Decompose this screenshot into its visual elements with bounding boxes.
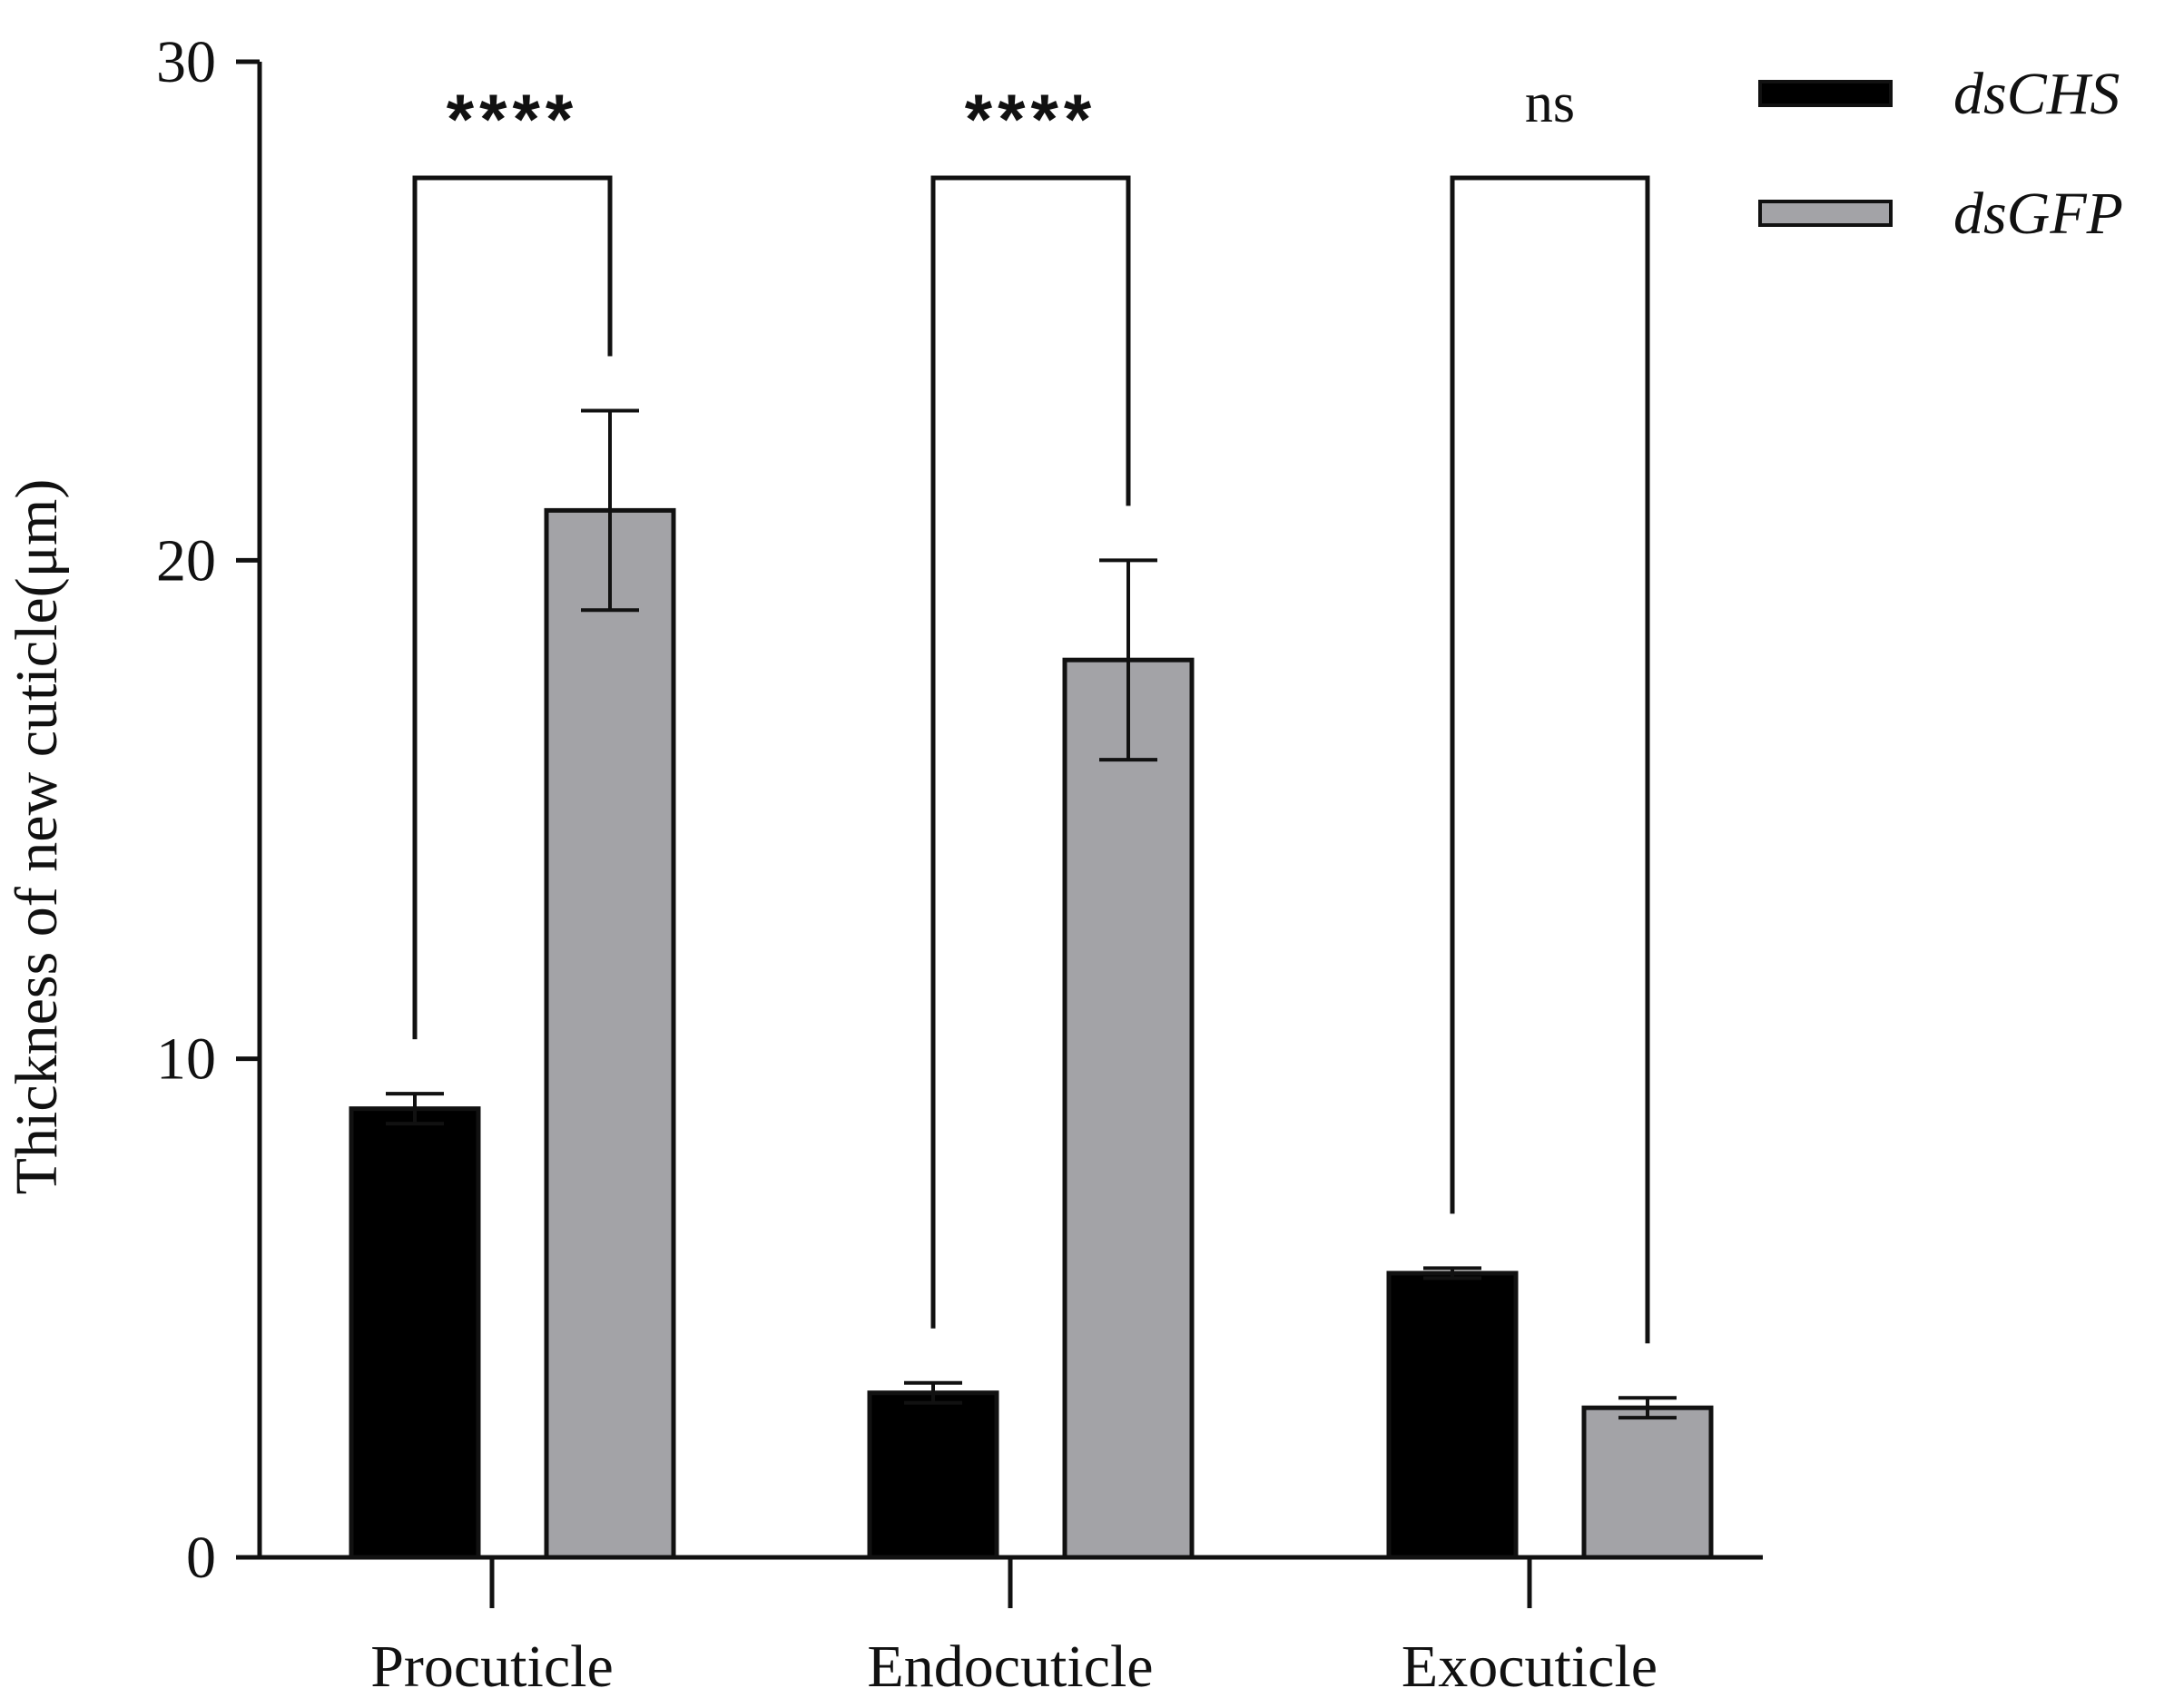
bar-dsGFP-endocuticle (1062, 657, 1195, 1560)
y-tick-label: 30 (156, 29, 216, 95)
bars (349, 507, 1714, 1560)
x-tick-label: Exocuticle (1402, 1634, 1658, 1700)
significance-bracket-exocuticle: ns (1450, 73, 1650, 1344)
legend: dsCHS dsGFP (1758, 61, 2123, 247)
y-ticks: 0 10 20 30 (156, 29, 260, 1591)
y-tick-label: 10 (156, 1026, 216, 1093)
error-bars (386, 408, 1677, 1420)
legend-swatch-dsCHS (1758, 80, 1893, 107)
error-bar-dsCHS-endocuticle (904, 1380, 962, 1405)
legend-label-dsGFP: dsGFP (1953, 181, 2123, 247)
bar-dsCHS-procuticle (349, 1106, 481, 1560)
bar-dsCHS-endocuticle (867, 1390, 999, 1560)
error-bar-dsCHS-procuticle (386, 1092, 444, 1126)
bracket-line (1450, 175, 1650, 1344)
bar-dsGFP-exocuticle (1581, 1405, 1714, 1560)
significance-brackets: **** **** ns (412, 73, 1650, 1344)
y-axis-title: Thickness of new cuticle(μm) (4, 479, 70, 1195)
x-tick-label: Procuticle (370, 1634, 614, 1700)
bracket-line (930, 175, 1131, 1329)
legend-label-dsCHS: dsCHS (1953, 61, 2120, 127)
x-tick-label: Endocuticle (867, 1634, 1153, 1700)
significance-label: ns (1525, 73, 1575, 134)
axes (257, 62, 1763, 1560)
bracket-line (412, 175, 613, 1040)
significance-label: **** (965, 79, 1097, 159)
bar-dsGFP-procuticle (544, 507, 676, 1560)
significance-bracket-endocuticle: **** (930, 79, 1131, 1329)
error-bar-dsGFP-exocuticle (1618, 1396, 1677, 1420)
legend-item-dsCHS: dsCHS (1758, 61, 2120, 127)
error-bar-dsGFP-endocuticle (1099, 558, 1157, 762)
legend-item-dsGFP: dsGFP (1758, 181, 2123, 247)
significance-bracket-procuticle: **** (412, 79, 613, 1040)
legend-swatch-dsGFP (1758, 200, 1893, 227)
error-bar-dsCHS-exocuticle (1423, 1266, 1481, 1281)
y-tick-label: 0 (186, 1525, 216, 1591)
significance-label: **** (447, 79, 578, 159)
y-tick-label: 20 (156, 527, 216, 594)
error-bar-dsGFP-procuticle (581, 408, 639, 613)
x-ticks: Procuticle Endocuticle Exocuticle (370, 1557, 1658, 1700)
bar-dsCHS-exocuticle (1386, 1271, 1519, 1560)
